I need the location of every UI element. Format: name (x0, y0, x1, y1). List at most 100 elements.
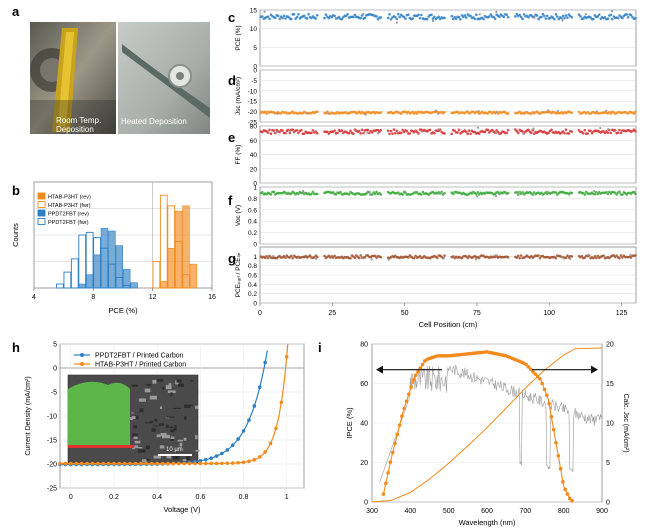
sem-texture (165, 426, 174, 429)
data-point (597, 13, 601, 16)
outlier-point (395, 21, 398, 24)
histogram-bar (123, 269, 131, 289)
data-point (289, 17, 293, 21)
data-point (389, 17, 393, 21)
data-point (570, 130, 574, 133)
data-point (333, 129, 336, 132)
data-point (359, 254, 362, 257)
jv-marker (252, 457, 257, 462)
sem-texture (177, 439, 184, 442)
data-point (561, 14, 565, 18)
sem-texture (179, 442, 183, 447)
jv-marker (209, 461, 213, 466)
data-point (261, 15, 264, 18)
data-point (515, 256, 519, 259)
data-point (582, 17, 585, 20)
data-point (315, 110, 319, 114)
jv-marker (279, 400, 284, 405)
data-point (311, 190, 315, 194)
data-point (634, 129, 637, 133)
outlier-point (315, 257, 318, 261)
ipce-point (547, 401, 551, 406)
data-point (415, 112, 419, 115)
outlier-point (476, 126, 480, 129)
data-point (505, 13, 509, 17)
data-point (443, 254, 446, 257)
jv-marker (209, 456, 213, 460)
ipce-point (411, 378, 416, 382)
jv-marker (122, 461, 127, 466)
sem-texture (152, 425, 161, 427)
x-tick-label: 100 (543, 310, 555, 317)
sem-texture (195, 435, 198, 440)
data-point (625, 13, 629, 16)
data-point (375, 15, 378, 18)
ipce-point (386, 470, 390, 475)
jv-marker (247, 459, 251, 464)
data-point (629, 13, 633, 17)
ipce-point (531, 369, 535, 374)
data-point (395, 129, 399, 133)
y-tick-label: 0 (253, 242, 257, 249)
y-tick-label: 5 (53, 342, 57, 349)
data-point (315, 13, 319, 17)
data-point (407, 256, 410, 259)
data-point (498, 15, 501, 19)
data-point (268, 128, 271, 132)
sem-texture (142, 459, 147, 463)
data-point (527, 128, 530, 132)
sem-texture (166, 424, 169, 427)
outlier-point (368, 190, 371, 193)
panel-letter-g: g (228, 251, 236, 266)
data-point (268, 17, 271, 21)
data-point (489, 13, 493, 16)
data-point (561, 130, 565, 133)
panel-letter-b: b (12, 183, 20, 198)
x-axis-label: Cell Position (cm) (419, 320, 478, 329)
x-tick-label: 50 (401, 310, 409, 317)
data-point (315, 192, 319, 196)
data-point (333, 14, 336, 18)
data-point (606, 131, 610, 135)
sem-red-layer (68, 445, 134, 448)
y-tick-label: 20 (360, 460, 368, 467)
data-point (621, 16, 624, 20)
jv-marker (274, 426, 278, 431)
data-point (437, 15, 441, 19)
legend-label: HTAB-P3HT / Printed Carbon (95, 362, 186, 369)
data-point (386, 129, 390, 133)
data-point (583, 256, 587, 259)
data-point (276, 14, 280, 18)
data-point (327, 254, 331, 258)
data-point (443, 132, 446, 135)
jv-marker (128, 461, 132, 466)
data-point (327, 16, 331, 20)
data-point (291, 256, 294, 260)
y2-tick-label: 15 (606, 381, 614, 388)
jv-marker (284, 354, 289, 359)
data-point (453, 129, 456, 133)
scale-bar-label: 10 µm (166, 447, 183, 453)
data-point (547, 131, 550, 135)
y-tick-label: -15 (47, 438, 57, 445)
data-point (506, 15, 510, 19)
data-point (405, 129, 409, 133)
data-point (570, 111, 574, 115)
jv-marker (220, 451, 224, 456)
solar-spectrum (379, 364, 603, 483)
data-point (532, 191, 536, 194)
data-point (368, 131, 371, 135)
sem-texture (173, 407, 181, 410)
jv-marker (193, 461, 197, 466)
outlier-point (494, 195, 498, 198)
outlier-point (607, 127, 610, 131)
data-point (302, 132, 306, 135)
sem-texture (145, 445, 150, 450)
sem-texture (137, 449, 146, 453)
data-point (629, 256, 633, 259)
chart-b: 4 8 12 16 PCE (%) Counts HTAB-P3HT (rev) HTAB-P… (11, 181, 216, 315)
data-point (596, 15, 600, 18)
y2-tick-label: 20 (606, 342, 614, 349)
data-point (352, 15, 355, 19)
ipce-point (397, 423, 402, 428)
